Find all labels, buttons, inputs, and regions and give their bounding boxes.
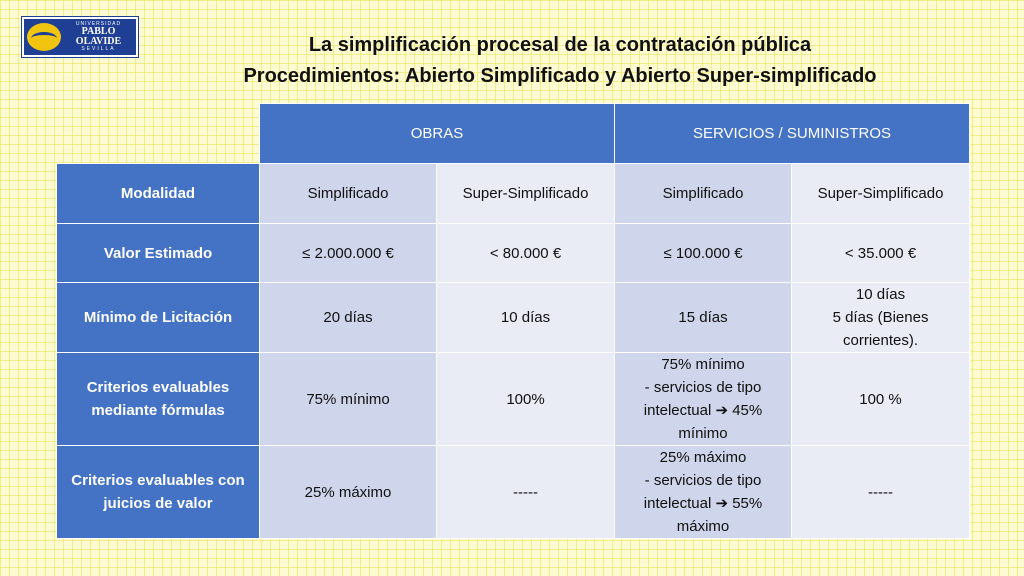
logo-top-text: UNIVERSIDAD bbox=[75, 21, 122, 27]
table-cell: Super-Simplificado bbox=[435, 163, 616, 224]
table-cell: < 35.000 € bbox=[791, 223, 971, 283]
cell-line: 10 días bbox=[855, 286, 906, 303]
table-cell: ≤ 100.000 € bbox=[614, 223, 793, 283]
row-label: Criterios evaluables mediante fórmulas bbox=[56, 352, 260, 446]
row-label: Criterios evaluables con juicios de valor bbox=[56, 445, 260, 539]
header-servicios-suministros: SERVICIOS / SUMINISTROS bbox=[614, 103, 971, 164]
table-row: Valor Estimado ≤ 2.000.000 € < 80.000 € ≤ 1… bbox=[56, 223, 971, 283]
table-header-row: OBRAS SERVICIOS / SUMINISTROS bbox=[57, 103, 971, 164]
table-cell: Simplificado bbox=[259, 163, 437, 224]
table-cell: ----- bbox=[791, 445, 971, 539]
table-cell: 10 días 5 días (Bienes corrientes). bbox=[791, 282, 971, 353]
cell-line: corrientes). bbox=[843, 332, 919, 349]
logo-bottom-text: SEVILLA bbox=[81, 46, 116, 52]
table-cell: 10 días bbox=[435, 282, 616, 353]
row-label: Modalidad bbox=[56, 163, 260, 224]
cell-line: mínimo bbox=[678, 425, 728, 442]
table-cell: ----- bbox=[435, 445, 616, 539]
cell-line: Criterios evaluables con bbox=[71, 472, 245, 489]
cell-line: - servicios de tipo bbox=[644, 379, 762, 396]
cell-line: juicios de valor bbox=[103, 495, 213, 512]
cell-line: máximo bbox=[676, 518, 730, 535]
logo-text: UNIVERSIDAD PABLO OLAVIDE SEVILLA bbox=[61, 22, 136, 52]
cell-line: mediante fórmulas bbox=[91, 402, 225, 419]
table-cell: 25% máximo - servicios de tipo intelectual… bbox=[614, 445, 793, 539]
cell-line: 5 días (Bienes bbox=[832, 309, 929, 326]
procedures-table: OBRAS SERVICIOS / SUMINISTROS Modalidad S… bbox=[56, 103, 971, 539]
header-obras: OBRAS bbox=[258, 103, 616, 164]
table-cell: 100% bbox=[435, 352, 616, 446]
table-cell: < 80.000 € bbox=[435, 223, 616, 283]
table-cell: 15 días bbox=[614, 282, 793, 353]
cell-line: - servicios de tipo bbox=[644, 472, 762, 489]
cell-line: Criterios evaluables bbox=[86, 379, 230, 396]
cell-line: 25% máximo bbox=[659, 449, 747, 466]
row-label: Valor Estimado bbox=[56, 223, 260, 283]
table-cell: 75% mínimo - servicios de tipo intelectual… bbox=[614, 352, 793, 446]
logo-main-text: PABLO OLAVIDE bbox=[75, 26, 122, 47]
slide-title: La simplificación procesal de la contrat… bbox=[150, 30, 970, 92]
title-line-2: Procedimientos: Abierto Simplificado y A… bbox=[243, 65, 877, 87]
table-cell: 75% mínimo bbox=[259, 352, 437, 446]
table-corner-cell bbox=[57, 104, 260, 164]
table-row: Modalidad Simplificado Super-Simplificado S… bbox=[56, 163, 971, 224]
university-logo: UNIVERSIDAD PABLO OLAVIDE SEVILLA bbox=[22, 17, 138, 57]
table-cell: Simplificado bbox=[614, 163, 793, 224]
table-row: Criterios evaluables mediante fórmulas 75%… bbox=[56, 352, 971, 446]
title-line-1: La simplificación procesal de la contrat… bbox=[308, 34, 812, 56]
table-row: Mínimo de Licitación 20 días 10 días 15 día… bbox=[56, 282, 971, 353]
table-cell: 100 % bbox=[791, 352, 971, 446]
table-cell: 20 días bbox=[259, 282, 437, 353]
table-cell: 25% máximo bbox=[259, 445, 437, 539]
table-cell: ≤ 2.000.000 € bbox=[259, 223, 437, 283]
cell-line: 75% mínimo bbox=[661, 356, 745, 373]
row-label: Mínimo de Licitación bbox=[56, 282, 260, 353]
cell-line: intelectual ➔ 55% bbox=[643, 495, 763, 512]
table-row: Criterios evaluables con juicios de valor… bbox=[56, 445, 971, 539]
university-emblem-icon bbox=[27, 23, 61, 51]
cell-line: intelectual ➔ 45% bbox=[643, 402, 763, 419]
table-cell: Super-Simplificado bbox=[791, 163, 971, 224]
